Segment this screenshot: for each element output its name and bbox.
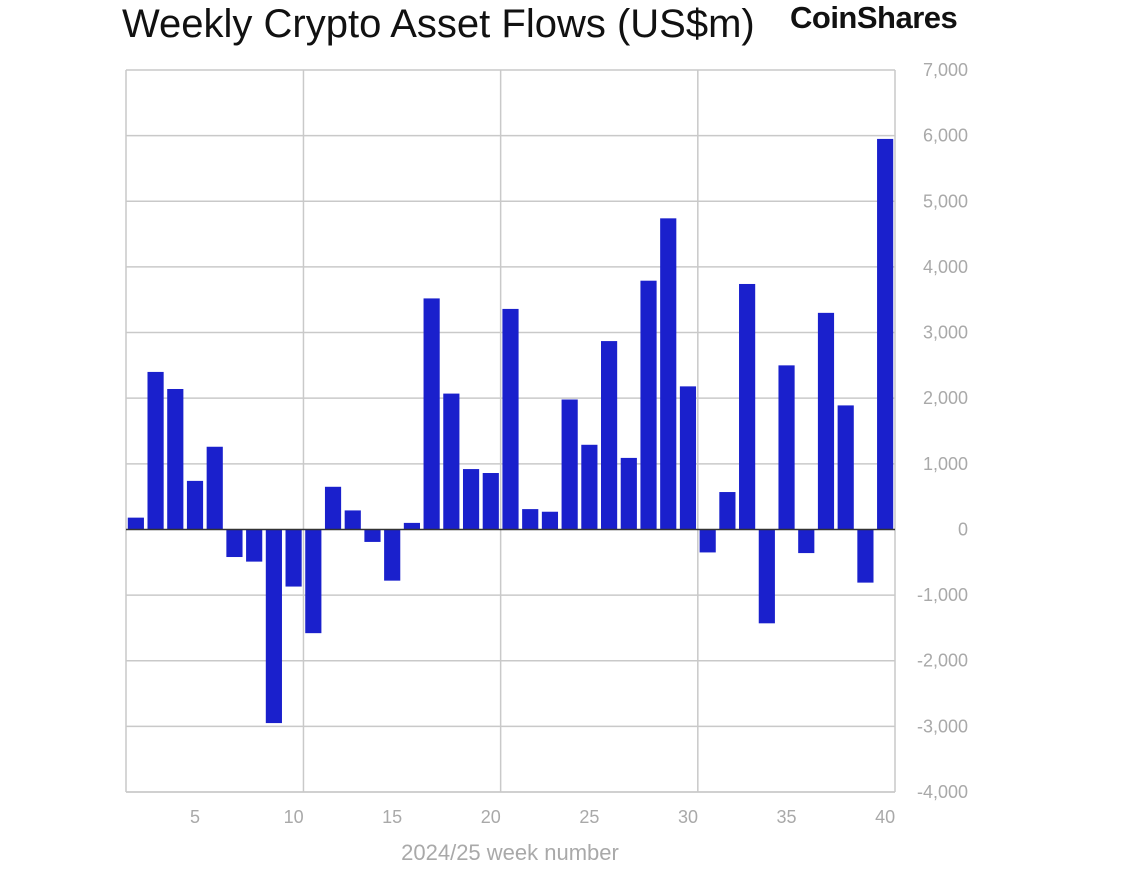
x-tick-label: 15	[382, 807, 402, 827]
bar-week-35	[778, 365, 795, 530]
bar-week-4	[167, 388, 184, 530]
chart-title: Weekly Crypto Asset Flows (US$m)	[122, 2, 755, 46]
y-tick-label: 4,000	[923, 257, 968, 277]
bar-week-32	[719, 492, 736, 530]
bar-week-26	[601, 341, 618, 530]
x-tick-label: 40	[875, 807, 895, 827]
y-tick-label: 5,000	[923, 191, 968, 211]
y-tick-label: 3,000	[923, 323, 968, 343]
bar-week-3	[147, 371, 164, 530]
bar-week-12	[324, 486, 342, 530]
x-tick-label: 10	[284, 807, 304, 827]
axes	[125, 70, 896, 793]
bar-week-6	[206, 446, 223, 530]
y-tick-label: -4,000	[917, 782, 968, 802]
x-tick-label: 5	[190, 807, 200, 827]
bar-week-7	[226, 529, 243, 558]
bar-week-25	[581, 444, 598, 530]
bar-week-22	[522, 509, 539, 530]
y-tick-label: 0	[958, 519, 968, 539]
x-tick-label: 20	[481, 807, 501, 827]
x-tick-label: 30	[678, 807, 698, 827]
bar-week-29	[660, 218, 677, 530]
bar-week-14	[364, 529, 381, 542]
bar-week-10	[285, 529, 302, 587]
bar-week-16	[403, 522, 420, 530]
bar-week-39	[857, 529, 874, 583]
bar-week-27	[620, 457, 637, 530]
y-tick-label: 7,000	[923, 60, 968, 80]
x-axis-label: 2024/25 week number	[401, 840, 619, 865]
bar-week-38	[837, 405, 854, 530]
bar-week-23	[541, 511, 559, 530]
x-tick-label: 25	[579, 807, 599, 827]
bar-week-33	[739, 283, 756, 530]
bar-series	[127, 138, 894, 724]
bar-week-5	[186, 480, 204, 530]
bar-week-31	[699, 529, 716, 553]
bar-week-36	[798, 529, 815, 554]
bar-week-40	[877, 138, 894, 530]
y-tick-label: -2,000	[917, 651, 968, 671]
bar-week-28	[640, 280, 657, 530]
bar-week-30	[679, 386, 697, 530]
bar-week-19	[462, 469, 480, 530]
bar-week-2	[127, 517, 144, 530]
y-tick-label: 2,000	[923, 388, 968, 408]
bar-week-20	[482, 473, 499, 530]
bar-week-18	[443, 393, 460, 530]
bar-week-34	[758, 529, 775, 624]
bar-week-17	[423, 298, 440, 530]
x-axis-ticks: 5 10 15 20 25 30 35 40	[190, 807, 895, 827]
bar-week-37	[817, 312, 835, 530]
bar-week-9	[265, 529, 282, 724]
bar-week-24	[561, 399, 578, 530]
y-tick-label: -1,000	[917, 585, 968, 605]
bar-week-11	[305, 529, 322, 634]
bar-week-8	[246, 529, 263, 562]
y-tick-label: 6,000	[923, 126, 968, 146]
y-axis-ticks: 7,000 6,000 5,000 4,000 3,000 2,000 1,000 0 -1,0…	[917, 60, 968, 802]
x-tick-label: 35	[777, 807, 797, 827]
y-tick-label: 1,000	[923, 454, 968, 474]
y-tick-label: -3,000	[917, 716, 968, 736]
bar-week-15	[384, 529, 401, 581]
coinshares-logo: CoinShares	[790, 0, 958, 35]
bar-week-21	[502, 308, 519, 530]
bar-week-13	[344, 510, 361, 530]
